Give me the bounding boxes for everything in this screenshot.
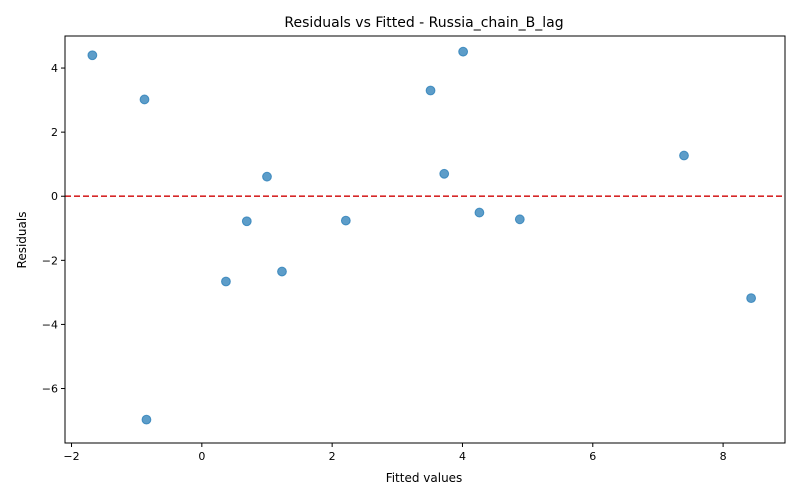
data-point xyxy=(277,266,287,277)
y-tick-label: −2 xyxy=(42,254,58,267)
y-tick-label: 2 xyxy=(51,126,58,139)
y-tick-label: 0 xyxy=(51,190,58,203)
x-axis: −2 0 2 4 6 8 xyxy=(63,443,727,463)
data-point xyxy=(746,293,757,304)
x-axis-label: Fitted values xyxy=(386,471,463,485)
data-point xyxy=(262,171,272,182)
y-tick-label: −6 xyxy=(42,383,58,396)
data-point xyxy=(679,150,689,161)
data-point xyxy=(340,215,351,226)
y-tick-label: 4 xyxy=(51,62,58,75)
plot-area xyxy=(65,46,785,425)
data-point xyxy=(241,216,252,227)
y-tick-label: −4 xyxy=(42,318,58,331)
y-axis-label: Residuals xyxy=(15,212,29,269)
data-point xyxy=(141,414,152,425)
data-point xyxy=(514,214,525,225)
x-tick-label: 2 xyxy=(329,450,336,463)
x-tick-label: 4 xyxy=(459,450,466,463)
data-point xyxy=(87,50,98,61)
plot-frame xyxy=(64,35,786,444)
data-point xyxy=(139,94,150,105)
y-axis: −6 −4 −2 0 2 4 xyxy=(42,62,65,396)
x-tick-label: −2 xyxy=(63,450,79,463)
data-point xyxy=(439,168,450,179)
x-tick-label: 8 xyxy=(720,450,727,463)
data-point xyxy=(425,85,436,96)
data-point xyxy=(474,207,485,218)
data-point xyxy=(458,46,469,57)
x-tick-label: 6 xyxy=(589,450,596,463)
chart-title: Residuals vs Fitted - Russia_chain_B_lag xyxy=(284,15,563,31)
data-point xyxy=(221,276,231,287)
x-tick-label: 0 xyxy=(198,450,205,463)
